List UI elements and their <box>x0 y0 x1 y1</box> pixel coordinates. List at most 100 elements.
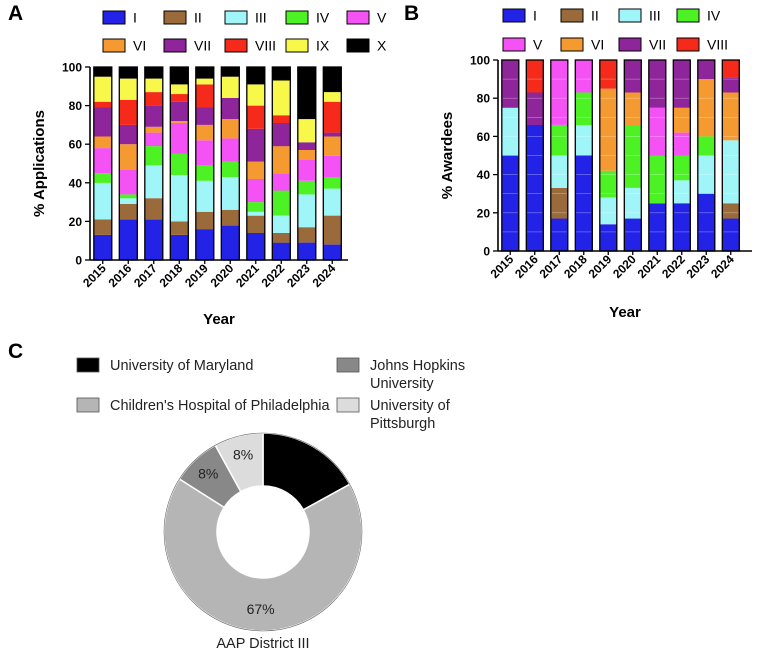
pie-legend-label-1-line-1: University <box>370 376 434 392</box>
y-tick-label-a-40: 40 <box>69 176 83 190</box>
bar-segment-a-2017-iv <box>144 146 163 166</box>
pie-slice-label-1: 67% <box>247 601 275 617</box>
bar-segment-a-2021-viii <box>246 105 265 129</box>
bar-segment-a-2022-iii <box>272 215 291 233</box>
bar-segment-a-2016-ix <box>119 78 138 100</box>
legend-swatch-b-i <box>502 8 526 23</box>
legend-label-a-vii: VII <box>194 38 211 54</box>
legend-label-a-iv: IV <box>316 10 330 26</box>
legend-label-a-vi: VI <box>133 38 146 54</box>
panel-letter-a: A <box>8 2 23 25</box>
bar-segment-b-2022-iii <box>673 180 691 204</box>
chart-c-donut: University of Maryland Johns Hopkins Unive… <box>76 357 465 651</box>
bar-segment-a-2021-ii <box>246 215 265 233</box>
bar-segment-a-2015-viii <box>93 101 112 108</box>
bar-segment-a-2024-v <box>323 155 342 177</box>
bar-segment-b-2019-iii <box>599 197 617 225</box>
pie-slice-label-2: 8% <box>198 466 218 482</box>
bar-segment-b-2022-iv <box>673 155 691 181</box>
x-tick-label-b-2020: 2020 <box>610 252 639 281</box>
bar-segment-a-2016-i <box>119 219 138 260</box>
bar-segment-a-2023-x <box>297 67 316 120</box>
bar-segment-b-2019-vi <box>599 88 617 171</box>
bar-segment-b-2020-vi <box>624 92 642 125</box>
bar-segment-a-2020-x <box>221 67 240 77</box>
legend-swatch-a-ix <box>285 38 309 53</box>
bar-segment-a-2018-i <box>170 234 189 260</box>
x-tick-label-a-2024: 2024 <box>310 261 339 290</box>
donut-caption: AAP District III <box>216 636 309 651</box>
y-tick-label-b-100: 100 <box>470 54 490 68</box>
bar-segment-a-2016-ii <box>119 204 138 220</box>
bar-segment-a-2019-x <box>195 67 214 79</box>
bar-segment-b-2020-i <box>624 218 642 251</box>
bar-segment-a-2020-ix <box>221 76 240 98</box>
bar-segment-a-2022-x <box>272 67 291 81</box>
bar-segment-a-2023-iv <box>297 180 316 195</box>
bar-segment-a-2021-iii <box>246 211 265 216</box>
legend-swatch-a-i <box>102 10 126 25</box>
bar-segment-a-2017-vi <box>144 126 163 133</box>
bar-segment-b-2024-vi <box>722 92 740 141</box>
bar-segment-a-2021-vii <box>246 128 265 162</box>
x-tick-label-a-2017: 2017 <box>131 261 160 290</box>
donut-outer-edge <box>163 432 363 632</box>
bar-segment-b-2020-vii <box>624 60 642 93</box>
bar-segment-a-2020-vi <box>221 119 240 139</box>
legend-label-b-iv: IV <box>707 8 721 24</box>
bar-segment-a-2021-i <box>246 233 265 260</box>
bar-segment-a-2018-ii <box>170 221 189 235</box>
bar-segment-b-2022-vii <box>673 60 691 108</box>
bar-segment-a-2018-ix <box>170 84 189 95</box>
legend-label-b-viii: VIII <box>707 37 728 53</box>
bar-segment-b-2017-v <box>550 60 568 125</box>
bar-segment-b-2017-iii <box>550 155 568 188</box>
bar-segment-b-2021-vii <box>648 60 666 108</box>
bar-segment-a-2017-x <box>144 67 163 79</box>
pie-legend-swatch-1 <box>336 357 360 373</box>
bar-segment-a-2019-v <box>195 140 214 166</box>
x-axis-title-b: Year <box>609 304 641 321</box>
bar-segment-a-2023-v <box>297 159 316 181</box>
bar-segment-b-2019-iv <box>599 170 617 198</box>
x-tick-label-a-2018: 2018 <box>157 261 186 290</box>
y-tick-label-a-80: 80 <box>69 99 83 113</box>
x-tick-label-b-2016: 2016 <box>512 252 541 281</box>
legend-swatch-b-vi <box>560 37 584 52</box>
bar-segment-b-2017-ii <box>550 188 568 219</box>
bar-segment-a-2016-iv <box>119 194 138 199</box>
bar-segment-a-2023-ii <box>297 227 316 243</box>
bar-segment-b-2023-vi <box>697 79 715 137</box>
bar-segment-a-2019-i <box>195 229 214 260</box>
x-tick-label-a-2022: 2022 <box>259 261 288 290</box>
bar-segment-a-2021-v <box>246 178 265 203</box>
bar-segment-a-2021-vi <box>246 161 265 179</box>
bar-segment-b-2024-vii <box>722 77 740 93</box>
bar-segment-b-2021-iv <box>648 155 666 204</box>
legend-label-a-viii: VIII <box>255 38 276 54</box>
bar-segment-a-2016-viii <box>119 99 138 125</box>
chart-b-awardees: I II III IVV VI VII VIII2015201620172018201920… <box>439 8 752 321</box>
bar-segment-a-2015-vi <box>93 136 112 149</box>
bar-segment-a-2019-viii <box>195 84 214 108</box>
bar-segment-b-2015-i <box>501 155 519 251</box>
chart-a-applications: I II III IV VVI VII VIII IX X2015201620172018201… <box>31 10 387 329</box>
bar-segment-a-2019-vii <box>195 107 214 125</box>
bar-segment-a-2017-vii <box>144 105 163 127</box>
bar-segment-a-2023-iii <box>297 194 316 228</box>
bar-segment-b-2022-v <box>673 132 691 156</box>
bar-segment-a-2021-ix <box>246 84 265 106</box>
bar-segment-b-2022-i <box>673 203 691 252</box>
bar-segment-a-2021-iv <box>246 202 265 212</box>
bar-segment-b-2019-i <box>599 224 617 251</box>
y-tick-label-a-0: 0 <box>75 254 82 268</box>
y-tick-label-a-20: 20 <box>69 215 83 229</box>
bar-segment-a-2024-ii <box>323 215 342 245</box>
bar-segment-a-2015-x <box>93 67 112 77</box>
y-tick-label-a-100: 100 <box>62 61 82 75</box>
bar-segment-a-2024-iv <box>323 177 342 189</box>
bar-segment-b-2023-iv <box>697 136 715 156</box>
bar-segment-a-2015-i <box>93 234 112 260</box>
bar-segment-a-2020-i <box>221 225 240 260</box>
